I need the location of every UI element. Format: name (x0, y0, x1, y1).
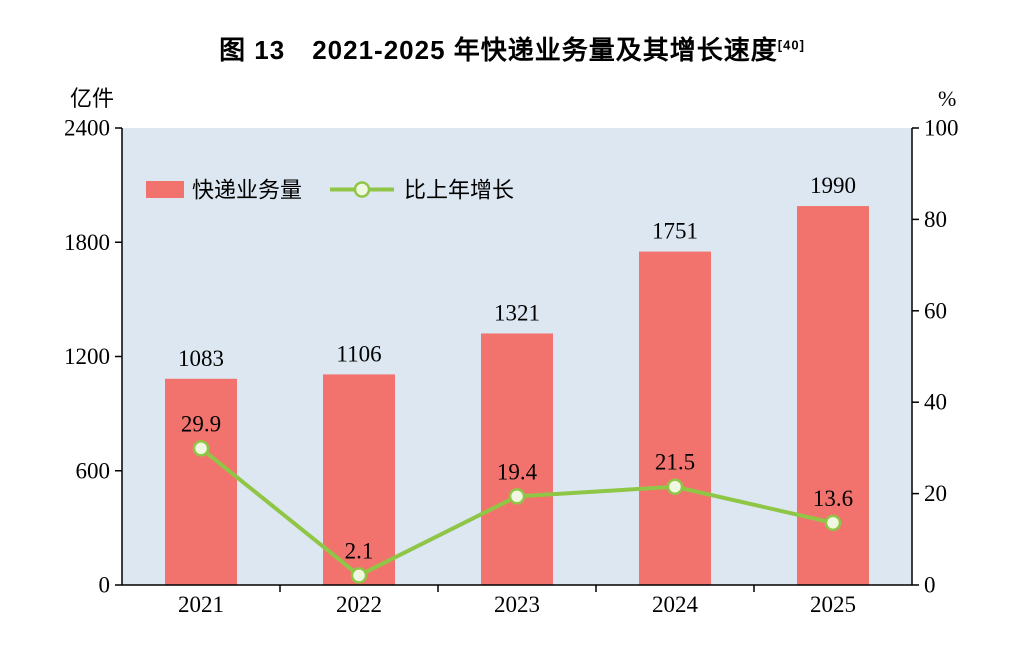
growth-marker-2024 (666, 478, 684, 495)
right-axis-unit: % (938, 86, 956, 111)
bar-value-label-2024: 1751 (652, 219, 698, 244)
chart-title: 图 13 2021-2025 年快递业务量及其增长速度[40] (0, 30, 1024, 67)
right-axis-tick-label: 80 (924, 207, 947, 232)
bar-value-label-2021: 1083 (178, 346, 224, 371)
bar-2022 (323, 374, 395, 585)
growth-value-label-2021: 29.9 (181, 411, 221, 436)
growth-value-label-2022: 2.1 (345, 538, 374, 563)
growth-value-label-2025: 13.6 (813, 486, 853, 511)
legend-bar-swatch (146, 181, 184, 198)
legend-line-label: 比上年增长 (404, 178, 514, 203)
left-axis-tick-label: 0 (99, 573, 111, 598)
right-axis-tick-label: 20 (924, 481, 947, 506)
x-axis-label-2022: 2022 (336, 592, 382, 617)
growth-value-label-2023: 19.4 (497, 459, 538, 484)
right-axis-tick-label: 40 (924, 390, 947, 415)
bar-value-label-2022: 1106 (336, 341, 381, 366)
left-axis-tick-label: 600 (76, 458, 111, 483)
left-axis-tick-label: 1200 (64, 344, 110, 369)
x-axis-label-2025: 2025 (810, 592, 856, 617)
chart-title-footnote-ref: [40] (777, 37, 805, 53)
bar-2023 (481, 333, 553, 585)
bar-2021 (165, 378, 237, 585)
x-axis-label-2021: 2021 (178, 592, 224, 617)
bar-value-label-2025: 1990 (810, 173, 856, 198)
bar-2024 (639, 251, 711, 585)
right-axis-tick-label: 0 (924, 573, 936, 598)
growth-marker-2025 (824, 514, 842, 532)
legend-bar-label: 快递业务量 (192, 178, 302, 203)
x-axis-label-2023: 2023 (494, 592, 540, 617)
growth-marker-2021 (192, 440, 210, 457)
chart-title-text: 图 13 2021-2025 年快递业务量及其增长速度 (219, 35, 778, 65)
left-axis-unit: 亿件 (70, 86, 114, 111)
growth-marker-2023 (508, 488, 526, 505)
bar-value-label-2023: 1321 (494, 300, 540, 325)
right-axis-tick-label: 60 (924, 298, 947, 323)
right-axis-tick-label: 100 (924, 116, 959, 141)
x-axis-label-2024: 2024 (652, 592, 699, 617)
legend-line-marker (353, 181, 371, 198)
left-axis-tick-label: 1800 (64, 230, 110, 255)
growth-value-label-2024: 21.5 (655, 450, 695, 475)
left-axis-tick-label: 2400 (64, 116, 110, 141)
growth-marker-2022 (350, 567, 368, 584)
